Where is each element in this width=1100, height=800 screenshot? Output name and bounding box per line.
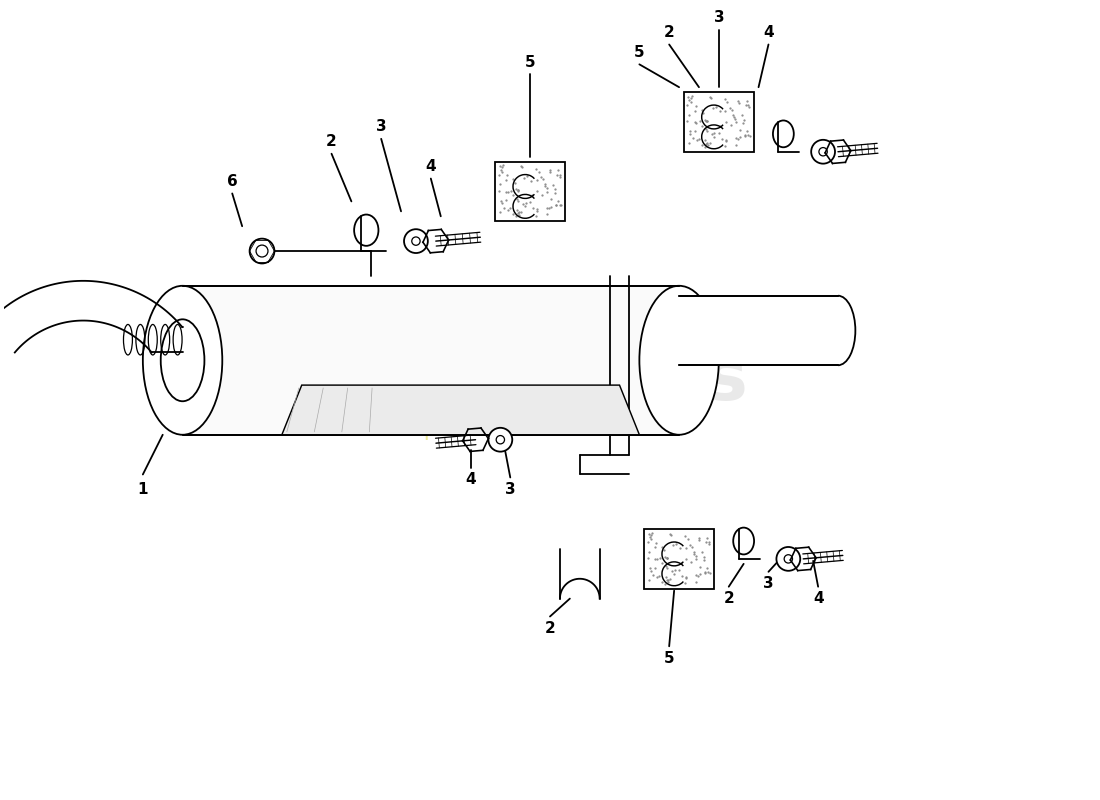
Text: 4: 4 xyxy=(763,25,773,40)
Polygon shape xyxy=(282,385,639,434)
Text: 3: 3 xyxy=(505,482,516,497)
Text: 4: 4 xyxy=(813,591,824,606)
Text: 3: 3 xyxy=(763,576,773,591)
Polygon shape xyxy=(183,286,679,434)
Ellipse shape xyxy=(488,428,513,452)
Ellipse shape xyxy=(777,547,800,571)
Text: eurospares: eurospares xyxy=(292,346,749,414)
Text: 5: 5 xyxy=(634,45,645,60)
Polygon shape xyxy=(684,92,754,152)
Text: 2: 2 xyxy=(724,591,734,606)
Ellipse shape xyxy=(143,286,222,434)
Text: 4: 4 xyxy=(426,159,436,174)
Text: 5: 5 xyxy=(664,650,674,666)
Ellipse shape xyxy=(496,435,505,444)
Text: 3: 3 xyxy=(714,10,724,25)
Text: 1: 1 xyxy=(138,482,148,497)
Text: 4: 4 xyxy=(465,472,476,487)
Ellipse shape xyxy=(411,237,420,246)
Polygon shape xyxy=(495,162,565,222)
Ellipse shape xyxy=(639,286,718,434)
Ellipse shape xyxy=(404,229,428,253)
Polygon shape xyxy=(645,529,714,589)
Text: 5: 5 xyxy=(525,55,536,70)
Text: a passion since 1985: a passion since 1985 xyxy=(403,420,638,440)
Text: 6: 6 xyxy=(227,174,238,189)
Ellipse shape xyxy=(811,140,835,164)
Text: 3: 3 xyxy=(376,119,386,134)
Polygon shape xyxy=(679,296,838,366)
Ellipse shape xyxy=(818,147,827,156)
Ellipse shape xyxy=(784,554,792,563)
Text: 2: 2 xyxy=(663,25,674,40)
Text: 2: 2 xyxy=(544,621,556,636)
Ellipse shape xyxy=(256,245,268,257)
Ellipse shape xyxy=(250,238,274,263)
Text: 2: 2 xyxy=(327,134,337,150)
